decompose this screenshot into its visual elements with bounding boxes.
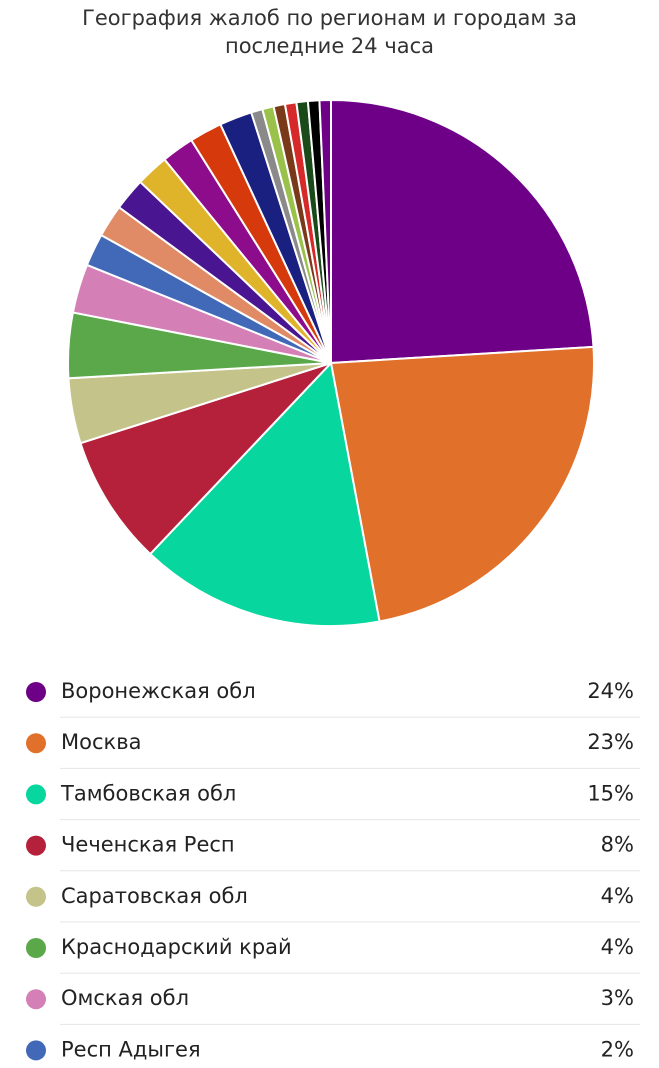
legend-marker — [26, 886, 46, 907]
legend-marker — [26, 784, 46, 805]
pie-slice — [330, 98, 595, 365]
legend-label: Москва — [61, 730, 141, 754]
legend-marker — [26, 989, 46, 1010]
legend-value: 15% — [587, 781, 634, 805]
pie-slice — [329, 345, 595, 623]
legend-label: Краснодарский край — [61, 935, 292, 959]
pie-slice — [79, 362, 332, 556]
legend-value: 23% — [587, 730, 634, 754]
legend-label: Респ Адыгея — [61, 1037, 201, 1061]
legend-marker — [26, 835, 46, 856]
chart-title: География жалоб по регионам и городам за… — [82, 6, 577, 58]
legend-value: 24% — [587, 679, 634, 703]
legend-value: 4% — [601, 884, 634, 908]
legend-value: 8% — [601, 833, 634, 857]
legend-label: Саратовская обл — [61, 884, 248, 908]
legend-value: 4% — [601, 935, 634, 959]
legend-value: 3% — [601, 986, 634, 1010]
pie-slice — [318, 98, 332, 364]
legend-marker — [26, 938, 46, 958]
legend-label: Чеченская Респ — [61, 833, 235, 857]
legend-marker — [26, 682, 46, 702]
legend-label: Воронежская обл — [61, 679, 256, 703]
legend-marker — [26, 1040, 46, 1061]
legend-marker — [26, 733, 46, 754]
legend-label: Омская обл — [61, 986, 189, 1010]
pie-slice — [148, 360, 381, 627]
legend-label: Тамбовская обл — [60, 781, 236, 805]
legend-value: 2% — [601, 1037, 634, 1061]
